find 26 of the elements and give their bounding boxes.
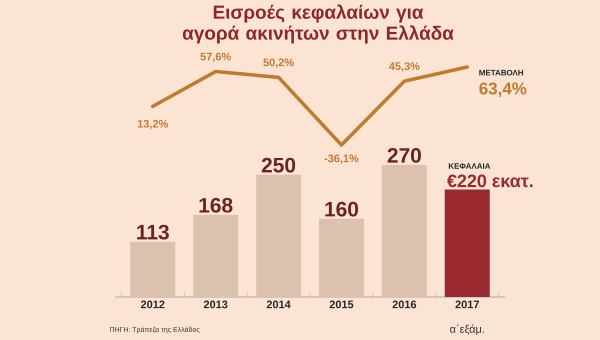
x-tick-label: 2014: [266, 300, 291, 308]
bar: [382, 165, 427, 297]
data-label: 45,3%: [388, 62, 420, 72]
data-label: 50,2%: [263, 58, 294, 68]
x-tick-label: 2015: [330, 300, 354, 308]
chart-title: Εισροές κεφαλαίων για αγορά ακινήτων στην Ελλάδα: [182, 4, 454, 44]
data-label: 63,4%: [479, 82, 526, 97]
data-label: 160: [325, 202, 358, 217]
bar: [130, 242, 176, 297]
data-label: 113: [137, 224, 169, 240]
data-label: 57,6%: [200, 52, 231, 62]
x-tick-label: 2016: [392, 300, 416, 308]
x-tick-label: 2017: [455, 300, 479, 308]
x-tick-label: 2012: [140, 300, 164, 308]
text: α΄εξάμ.: [450, 324, 484, 335]
data-label: 168: [200, 198, 232, 213]
bar: [193, 214, 238, 297]
data-label: €220 εκατ.: [447, 174, 533, 188]
bar: [318, 218, 364, 297]
bar: [444, 189, 490, 297]
data-label: 270: [388, 148, 421, 163]
bar: [256, 174, 302, 297]
x-tick-label: 2013: [204, 300, 228, 308]
data-label: 250: [262, 158, 296, 173]
data-label: 13,2%: [138, 120, 168, 130]
data-label: -36,1%: [324, 154, 359, 164]
